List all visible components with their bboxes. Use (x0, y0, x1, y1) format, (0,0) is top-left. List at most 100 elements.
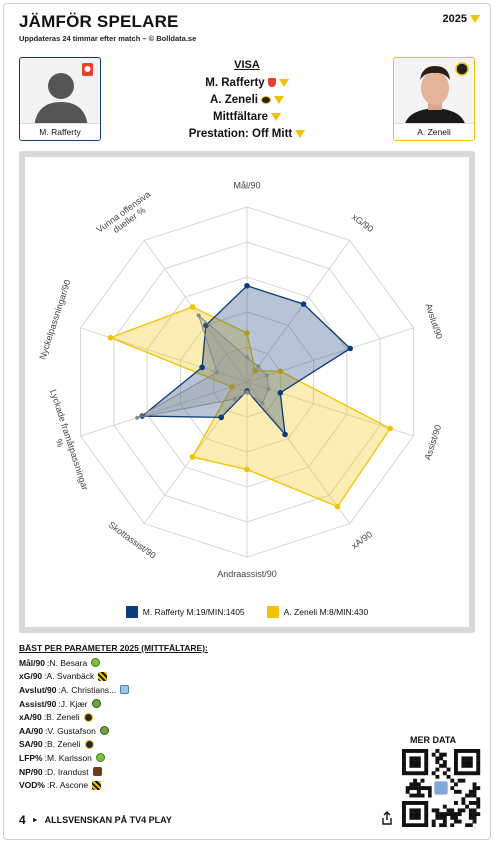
grid-spoke (246, 327, 414, 383)
grid-spoke (143, 240, 248, 383)
axis-label: Nyckelpassningar/90 (37, 278, 72, 361)
best-param: SA/90 (19, 739, 43, 750)
footer-text: ALLSVENSKAN PÅ TV4 PLAY (44, 815, 172, 825)
chevron-down-icon (278, 78, 289, 87)
axis-label: Lyckade framåtpassningar% (38, 388, 89, 494)
club-badge-icon (267, 78, 276, 87)
radar-chart-panel: Mål/90 xG/90 Avslut/90 Assist/90 xA/90 Andraa… (19, 151, 475, 633)
chevron-down-icon (470, 15, 480, 23)
year-value: 2025 (442, 13, 467, 25)
player-card-right-label: A. Zeneli (394, 123, 474, 140)
data-point (347, 345, 353, 352)
best-row: Mål/90: N. Besara (19, 656, 129, 670)
best-row: VOD%: R. Ascone (19, 778, 129, 792)
share-icon[interactable] (381, 811, 393, 830)
data-point (189, 454, 196, 460)
player-card-right[interactable]: A. Zeneli (393, 57, 475, 141)
separator: : (44, 752, 47, 763)
data-point (282, 431, 288, 438)
club-badge-icon (98, 671, 108, 681)
grid-spoke (246, 240, 351, 383)
data-point (196, 313, 201, 318)
legend-swatch (266, 606, 279, 618)
year-select[interactable]: 2025 (443, 13, 480, 25)
club-badge-icon (91, 658, 101, 668)
page-frame (3, 3, 491, 840)
data-point (244, 282, 250, 289)
legend-label: M. Rafferty M:19/MIN:1405 (142, 607, 245, 617)
axis-label: xA/90 (350, 529, 374, 551)
radar-chart: Mål/90 xG/90 Avslut/90 Assist/90 xA/90 Andraa… (37, 180, 445, 579)
best-param: xG/90 (19, 671, 43, 682)
qr-code-icon[interactable] (400, 747, 482, 828)
tv4-logo-icon: 4 (19, 813, 26, 827)
data-point (229, 384, 235, 390)
separator: : (47, 657, 50, 668)
data-point (334, 503, 341, 510)
data-point (264, 373, 269, 378)
best-player: A. Christians... (60, 684, 117, 695)
legend-swatch (125, 606, 138, 618)
data-point (266, 387, 271, 392)
best-param: Assist/90 (19, 698, 57, 709)
grid-spoke (80, 381, 248, 437)
player-card-left-label: M. Rafferty (20, 123, 100, 140)
display-controls: VISA M. Rafferty A. Zeneli Mittfältare P… (150, 59, 344, 142)
player-photo-icon (394, 58, 474, 128)
player2-value: A. Zeneli (210, 93, 258, 106)
position-select[interactable]: Mittfältare (150, 108, 344, 125)
data-point (199, 364, 205, 371)
position-value: Mittfältare (213, 110, 268, 123)
chart-legend: M. Rafferty M:19/MIN:1405 A. Zeneli M:8/… (25, 606, 469, 618)
data-point (277, 390, 284, 396)
best-player: V. Gustafson (47, 725, 96, 736)
separator: : (46, 780, 50, 791)
data-point (387, 425, 393, 432)
best-row: AA/90: V. Gustafson (19, 724, 129, 738)
data-point (215, 370, 220, 375)
best-param: xA/90 (19, 712, 42, 723)
club-badge-icon (455, 62, 469, 76)
data-point (107, 334, 114, 341)
best-param: Avslut/90 (19, 684, 57, 695)
axis-label: Vunna offensivadueller % (95, 189, 159, 243)
club-badge-icon (92, 767, 102, 777)
data-point (256, 364, 261, 369)
best-player: A. Svanbäck (46, 671, 95, 682)
separator: : (58, 698, 61, 709)
best-param: AA/90 (19, 725, 44, 736)
player1-select[interactable]: M. Rafferty (150, 74, 344, 91)
player-card-left[interactable]: M. Rafferty (19, 57, 101, 141)
best-row: xG/90: A. Svanbäck (19, 670, 129, 684)
data-point (189, 304, 196, 310)
chevron-down-icon (273, 95, 284, 104)
axis-label: Avslut/90 (424, 302, 445, 340)
separator: : (45, 725, 48, 736)
data-point (135, 415, 140, 420)
best-param: NP/90 (19, 766, 43, 777)
best-per-parameter-title: BÄST PER PARAMETER 2025 (MITTFÄLTARE): (19, 643, 208, 653)
best-row: xA/90: B. Zeneli (19, 710, 129, 724)
page-title: JÄMFÖR SPELARE (19, 12, 179, 31)
radar-chart-area: Mål/90 xG/90 Avslut/90 Assist/90 xA/90 Andraa… (25, 157, 469, 627)
best-player: B. Zeneli (47, 739, 81, 750)
club-badge-icon (99, 726, 109, 736)
best-row: NP/90: D. Irandust (19, 765, 129, 779)
separator: : (44, 766, 47, 777)
club-badge-icon (91, 699, 101, 709)
separator: : (44, 739, 47, 750)
player1-value: M. Rafferty (205, 76, 265, 89)
best-row: Assist/90: J. Kjær (19, 697, 129, 711)
legend-item-player1: M. Rafferty M:19/MIN:1405 (125, 606, 245, 618)
club-badge-icon (260, 95, 271, 104)
player2-select[interactable]: A. Zeneli (150, 91, 344, 108)
data-point (244, 330, 250, 336)
best-player: J. Kjær (60, 698, 88, 709)
axis-label: Assist/90 (422, 423, 443, 461)
footer-link[interactable]: 4 ► ALLSVENSKAN PÅ TV4 PLAY (19, 813, 172, 827)
data-point (260, 401, 265, 406)
data-point (300, 301, 307, 307)
performance-select[interactable]: Prestation: Off Mitt (150, 125, 344, 142)
best-player: M. Karlsson (47, 752, 92, 763)
data-point (245, 355, 249, 360)
